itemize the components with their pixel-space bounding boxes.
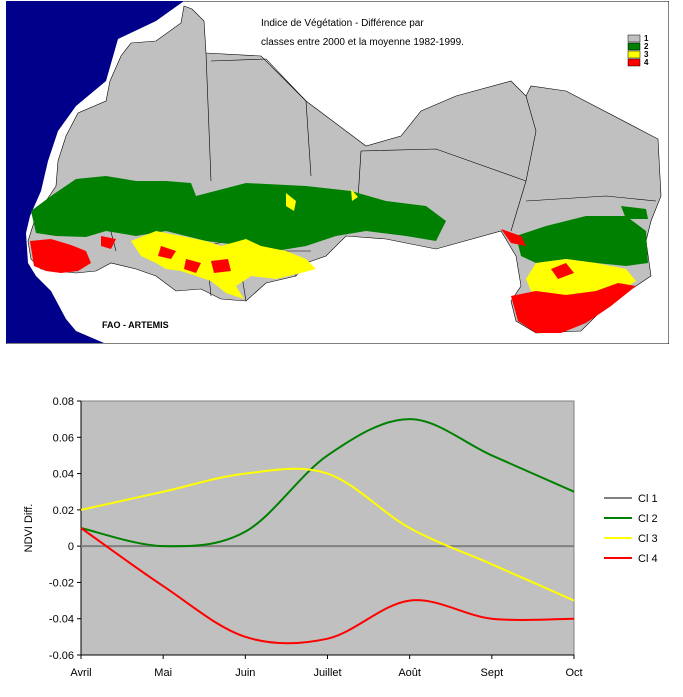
map-legend: 1 2 3 4 [627,34,649,67]
series-line-cl-2 [80,418,575,548]
legend-swatch-3 [627,50,641,59]
x-tick-label: Avril [70,667,91,679]
x-tick-label: Sept [481,667,504,679]
legend-label-1: 1 [644,34,649,43]
y-tick-label: -0.02 [49,577,74,589]
legend-label-3: 3 [644,50,649,59]
plot-area [80,400,575,656]
ocean [6,1,184,343]
series-line-cl-4 [80,527,575,645]
x-tick-label: Oct [565,667,582,679]
x-tick-label: Mai [154,667,172,679]
legend-label-cl-3: Cl 3 [638,533,658,545]
y-axis-label: NDVI Diff. [23,504,35,553]
class-2-regions [31,176,648,266]
map-title-line-1: Indice de Végétation - Différence par [261,18,424,29]
legend-label-2: 2 [644,42,649,51]
class-4-regions [30,229,636,333]
legend-swatch-1 [627,34,641,43]
x-tick-label: Juin [235,667,255,679]
series-line-cl-3 [80,467,575,602]
y-tick-label: -0.04 [49,614,74,626]
chart-legend: Cl 1 Cl 2 Cl 3 Cl 4 [604,493,658,565]
legend-label-cl-2: Cl 2 [638,513,658,525]
legend-label-4: 4 [644,58,649,67]
legend-swatch-2 [627,42,641,51]
legend-swatch-4 [627,58,641,67]
legend-label-cl-4: Cl 4 [638,553,658,565]
legend-label-cl-1: Cl 1 [638,493,658,505]
x-tick-label: Août [398,667,421,679]
y-tick-label: 0.02 [53,505,74,517]
y-tick-label: 0 [68,541,74,553]
chart-svg: 0.08 0.06 0.04 0.02 0 -0.02 -0.04 -0.06 Avril Ma… [23,396,658,679]
ndvi-line-chart: 0.08 0.06 0.04 0.02 0 -0.02 -0.04 -0.06 Avril Ma… [0,385,683,692]
ndvi-class-map: Indice de Végétation - Différence par cl… [5,0,670,345]
x-axis-ticks: Avril Mai Juin Juillet Août Sept Oct [70,654,583,679]
y-axis-ticks: 0.08 0.06 0.04 0.02 0 -0.02 -0.04 -0.06 [49,396,82,662]
x-tick-label: Juillet [313,667,341,679]
y-tick-label: 0.06 [53,432,74,444]
map-title-line-2: classes entre 2000 et la moyenne 1982-19… [261,37,464,48]
map-svg: Indice de Végétation - Différence par cl… [5,0,670,345]
series-lines [80,418,575,645]
map-credit: FAO - ARTEMIS [102,320,169,330]
y-tick-label: -0.06 [49,650,74,662]
y-tick-label: 0.04 [53,469,74,481]
y-tick-label: 0.08 [53,396,74,408]
